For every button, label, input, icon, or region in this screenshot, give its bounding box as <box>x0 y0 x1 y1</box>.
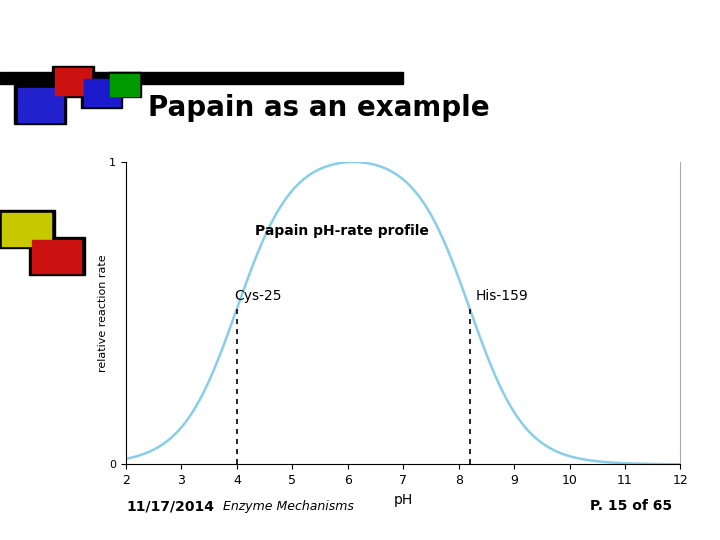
Text: 11/17/2014: 11/17/2014 <box>126 500 214 514</box>
Bar <box>14 85 66 124</box>
Bar <box>52 66 94 97</box>
Y-axis label: relative reaction rate: relative reaction rate <box>98 254 108 372</box>
Bar <box>18 88 63 122</box>
Bar <box>0 210 55 248</box>
Text: Enzyme Mechanisms: Enzyme Mechanisms <box>223 500 354 514</box>
Text: Papain as an example: Papain as an example <box>148 94 489 122</box>
Bar <box>108 72 141 97</box>
Text: P. 15 of 65: P. 15 of 65 <box>590 500 672 514</box>
Text: Cys-25: Cys-25 <box>234 288 282 302</box>
Bar <box>0 72 403 84</box>
Bar <box>55 68 91 95</box>
Text: His-159: His-159 <box>475 288 528 302</box>
Bar <box>32 240 81 273</box>
Bar <box>84 79 120 106</box>
Bar <box>29 237 85 275</box>
Bar <box>2 213 51 246</box>
Text: Papain pH-rate profile: Papain pH-rate profile <box>256 224 429 238</box>
Bar <box>81 77 122 108</box>
X-axis label: pH: pH <box>394 492 413 507</box>
Bar <box>110 74 139 96</box>
